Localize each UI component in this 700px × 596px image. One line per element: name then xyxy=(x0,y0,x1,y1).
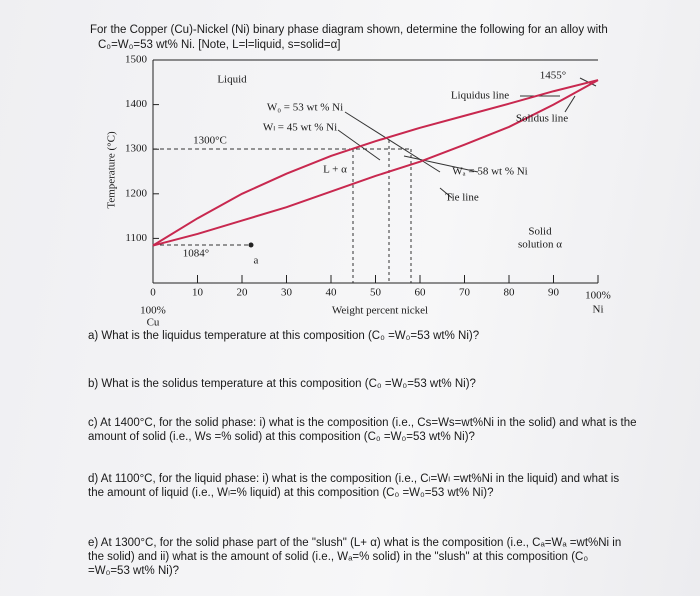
question: c) At 1400°C, for the solid phase: i) wh… xyxy=(88,417,637,443)
x-tick-label: 40 xyxy=(326,287,338,299)
point-a xyxy=(248,242,254,248)
y-tick-label: 1300 xyxy=(125,143,148,155)
x-tick-label: 30 xyxy=(281,287,293,299)
phase-boundary xyxy=(152,79,599,247)
annotation: 1300°C xyxy=(193,135,227,147)
question: e) At 1300°C, for the solid phase part o… xyxy=(88,537,622,577)
y-tick-label: 1400 xyxy=(125,98,148,110)
annotation: a xyxy=(254,255,259,267)
annotation: Wₗ = 45 wt % Ni xyxy=(263,122,337,134)
x-tick-label: 0 xyxy=(150,287,156,299)
annotation: 1084° xyxy=(183,248,209,260)
x-tick-label: 70 xyxy=(459,287,471,299)
intro-line: For the Copper (Cu)-Nickel (Ni) binary p… xyxy=(90,24,608,36)
x-axis-label: Weight percent nickel xyxy=(332,305,428,317)
annotation: Wₐ = 58 wt % Ni xyxy=(452,166,528,178)
question: b) What is the solidus temperature at th… xyxy=(88,378,476,390)
phase-diagram: For the Copper (Cu)-Nickel (Ni) binary p… xyxy=(90,24,611,329)
annotation: Solid xyxy=(528,226,552,238)
curve-label: Solidus line xyxy=(516,113,568,125)
guides xyxy=(153,77,597,283)
x-tick-label: 50 xyxy=(370,287,382,299)
y-tick-label: 1100 xyxy=(125,232,147,244)
annotation: 100% xyxy=(140,305,166,317)
annotation: Liquid xyxy=(217,74,247,86)
annotation: W₀ = 53 wt % Ni xyxy=(267,102,343,114)
y-tick-label: 1200 xyxy=(125,187,148,199)
pointer xyxy=(564,95,576,113)
pointer xyxy=(439,187,453,199)
annotation: Tie line xyxy=(445,192,479,204)
y-axis-label: Temperature (°C) xyxy=(106,131,118,209)
pointer xyxy=(337,129,381,161)
x-tick-label: 20 xyxy=(237,287,249,299)
annotation: solution α xyxy=(518,239,562,251)
x-tick-label: 80 xyxy=(504,287,516,299)
annotation: L + α xyxy=(323,164,347,176)
x-tick-label: 60 xyxy=(415,287,427,299)
question: d) At 1100°C, for the liquid phase: i) w… xyxy=(88,473,620,499)
intro-line: C₀=W₀=53 wt% Ni. [Note, L=l=liquid, s=so… xyxy=(98,39,340,51)
x-tick-label: 100% xyxy=(585,290,611,302)
curve-label: Liquidus line xyxy=(451,90,509,102)
annotation: 1455° xyxy=(540,70,566,82)
phase-boundary xyxy=(152,79,599,247)
y-tick-label: 1500 xyxy=(125,54,148,66)
question: a) What is the liquidus temperature at t… xyxy=(88,330,480,342)
annotation: Cu xyxy=(147,317,160,329)
x-tick-label: 90 xyxy=(548,287,560,299)
annotation: Ni xyxy=(593,304,604,316)
pointer xyxy=(344,111,441,173)
x-tick-label: 10 xyxy=(192,287,204,299)
pointer xyxy=(403,155,479,173)
